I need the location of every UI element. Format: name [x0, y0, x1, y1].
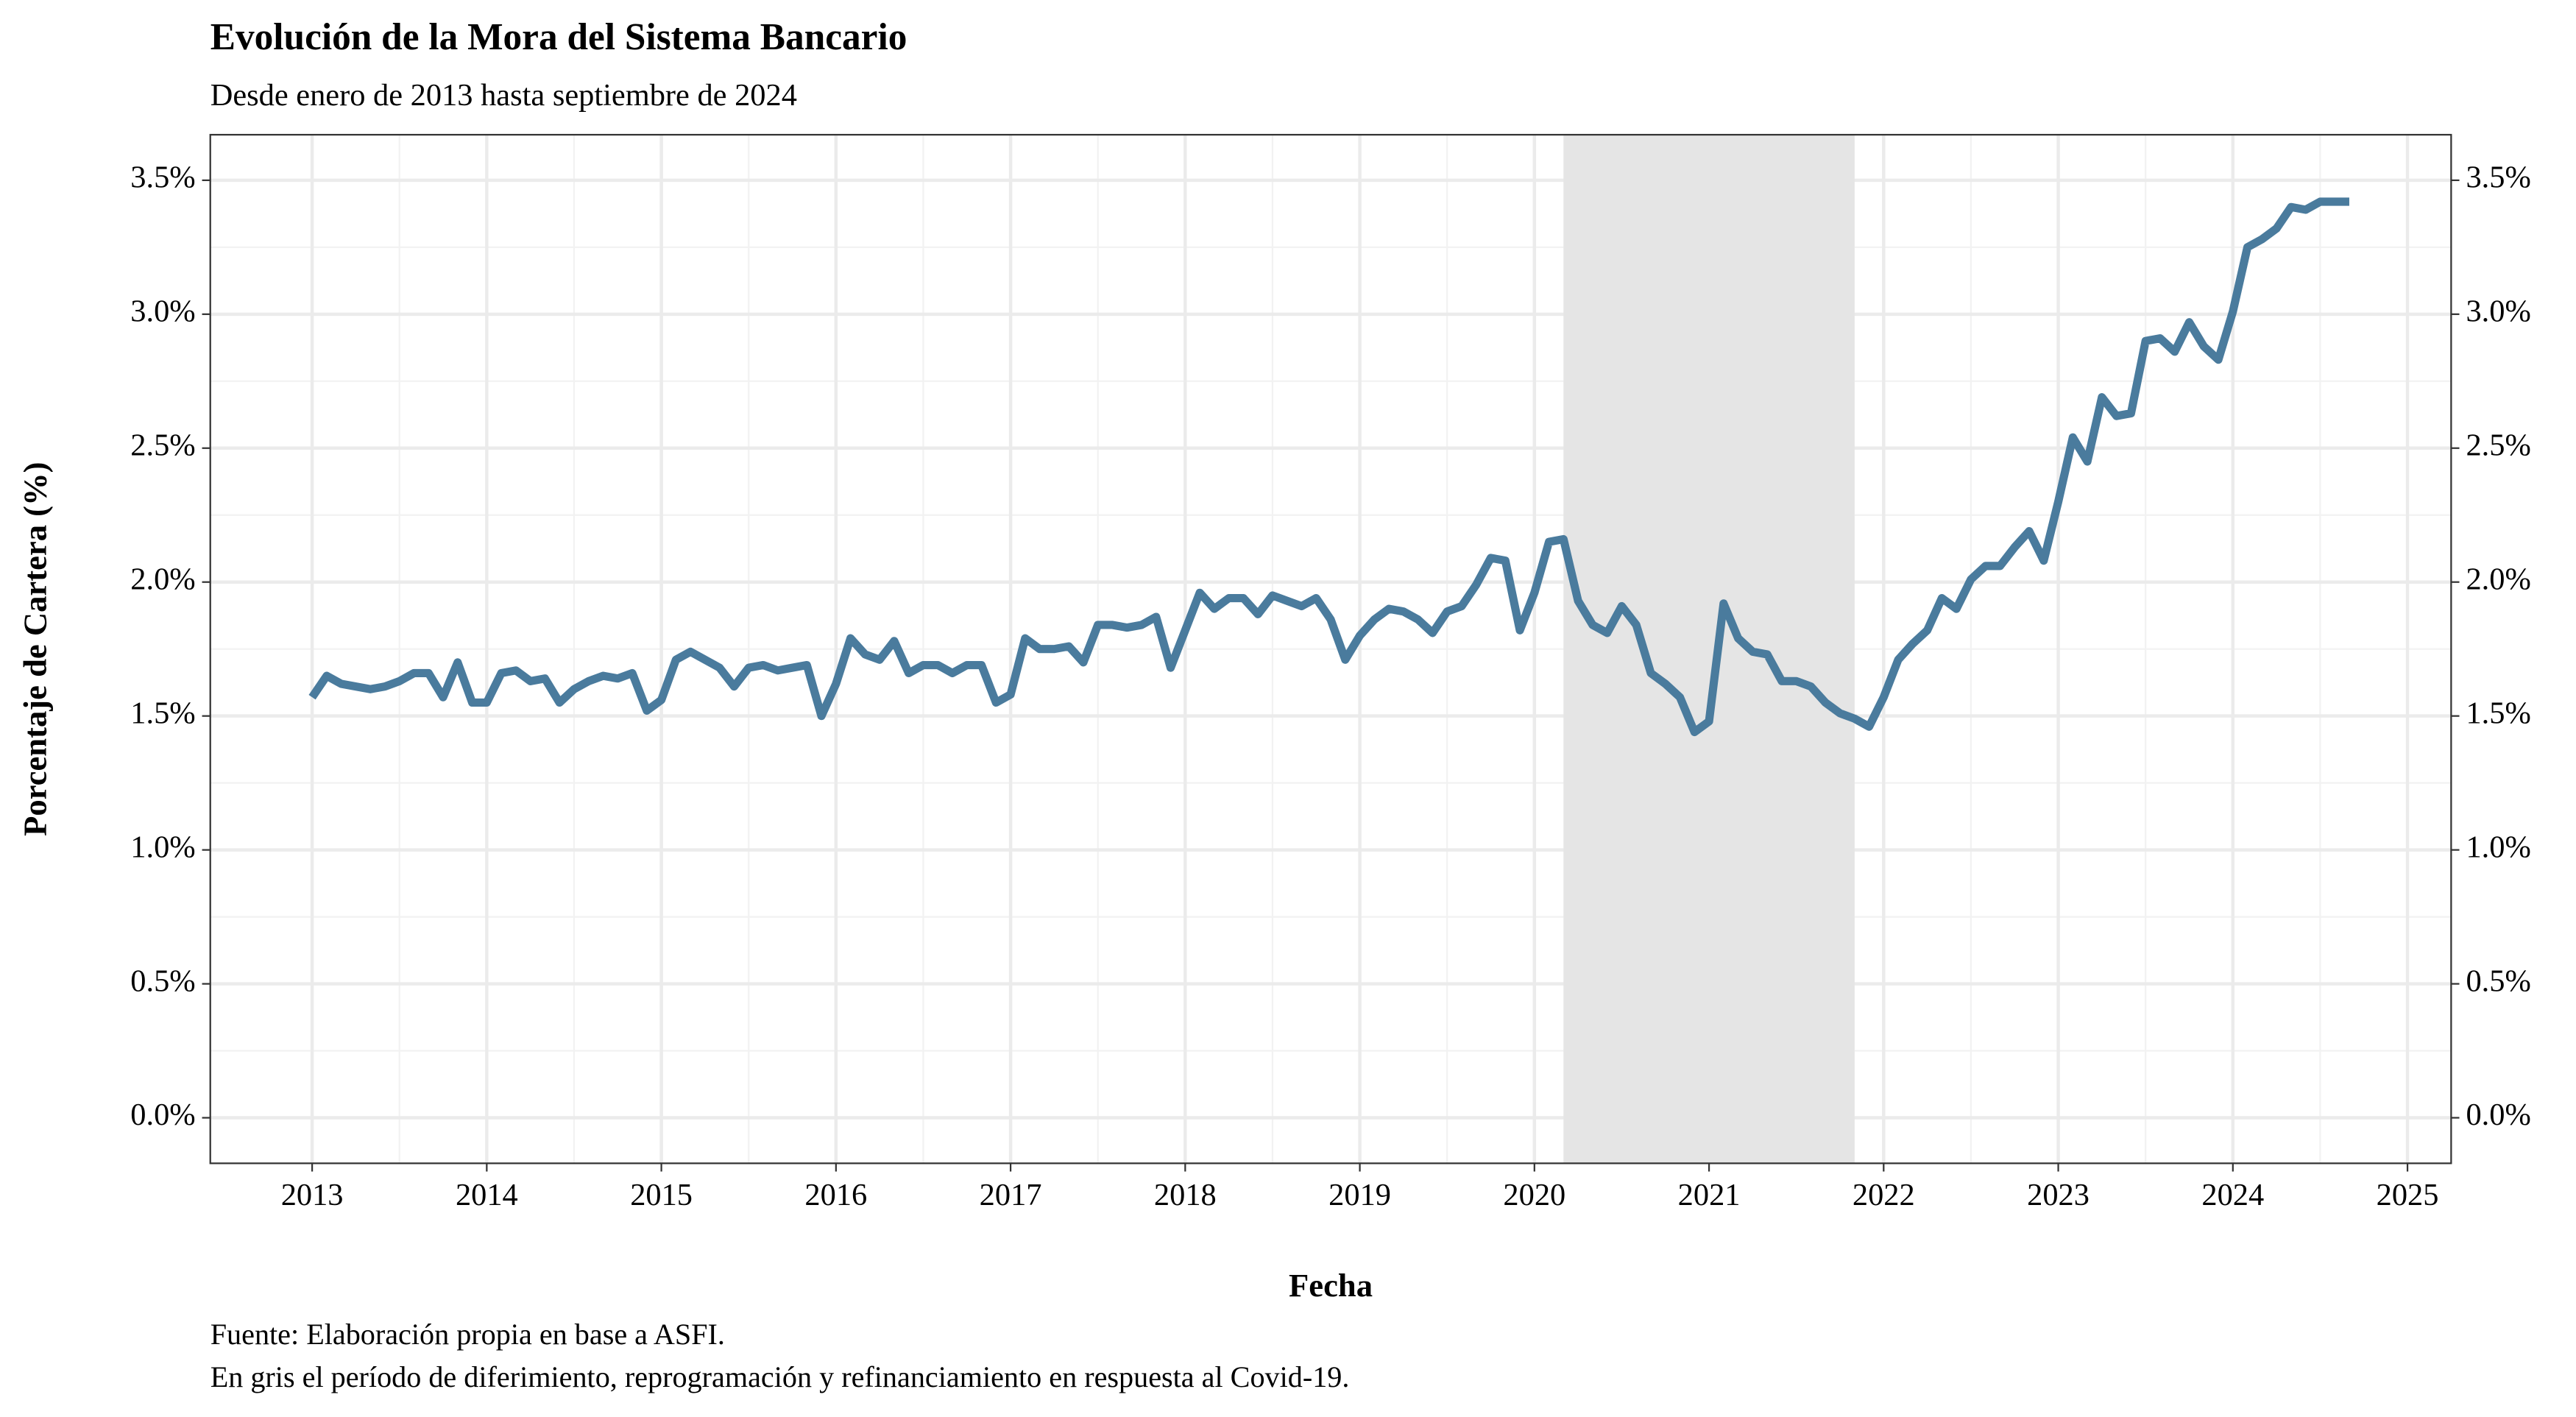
y2-tick-label: 3.5% — [2466, 160, 2530, 195]
x-tick-label: 2022 — [1853, 1178, 1915, 1212]
y-tick-label: 3.5% — [130, 160, 195, 195]
x-tick-label: 2021 — [1678, 1178, 1741, 1212]
y2-tick-label: 3.0% — [2466, 294, 2530, 329]
y2-tick-label: 0.0% — [2466, 1098, 2530, 1132]
y-axis-label: Porcentaje de Cartera (%) — [17, 462, 54, 835]
y-tick-label: 3.0% — [130, 294, 195, 329]
y-tick-label: 0.5% — [130, 964, 195, 998]
y2-tick-label: 0.5% — [2466, 964, 2530, 998]
x-tick-label: 2025 — [2377, 1178, 2439, 1212]
y-tick-label: 1.5% — [130, 696, 195, 730]
chart-subtitle: Desde enero de 2013 hasta septiembre de … — [210, 78, 797, 113]
caption-line: Fuente: Elaboración propia en base a ASF… — [210, 1318, 725, 1351]
y2-tick-label: 1.0% — [2466, 830, 2530, 864]
caption-line: En gris el período de diferimiento, repr… — [210, 1360, 1350, 1393]
x-tick-label: 2020 — [1503, 1178, 1565, 1212]
shaded-period-overlay — [1563, 135, 1855, 1164]
x-tick-label: 2016 — [804, 1178, 867, 1212]
x-tick-label: 2015 — [630, 1178, 693, 1212]
x-tick-label: 2019 — [1328, 1178, 1391, 1212]
y2-tick-label: 2.5% — [2466, 428, 2530, 463]
x-tick-label: 2014 — [456, 1178, 518, 1212]
y-tick-label: 2.0% — [130, 562, 195, 596]
y2-tick-label: 2.0% — [2466, 562, 2530, 596]
plot-border — [209, 133, 2452, 1165]
data-line — [308, 197, 2349, 737]
x-tick-label: 2023 — [2027, 1178, 2090, 1212]
x-axis-label: Fecha — [1289, 1267, 1373, 1304]
y-tick-label: 0.0% — [130, 1098, 195, 1132]
x-tick-label: 2024 — [2201, 1178, 2264, 1212]
x-tick-label: 2013 — [281, 1178, 344, 1212]
x-tick-label: 2018 — [1154, 1178, 1217, 1212]
y-tick-label: 1.0% — [130, 830, 195, 864]
y-tick-label: 2.5% — [130, 428, 195, 463]
chart-title: Evolución de la Mora del Sistema Bancari… — [210, 16, 907, 58]
y2-tick-label: 1.5% — [2466, 696, 2530, 730]
x-tick-label: 2017 — [980, 1178, 1042, 1212]
